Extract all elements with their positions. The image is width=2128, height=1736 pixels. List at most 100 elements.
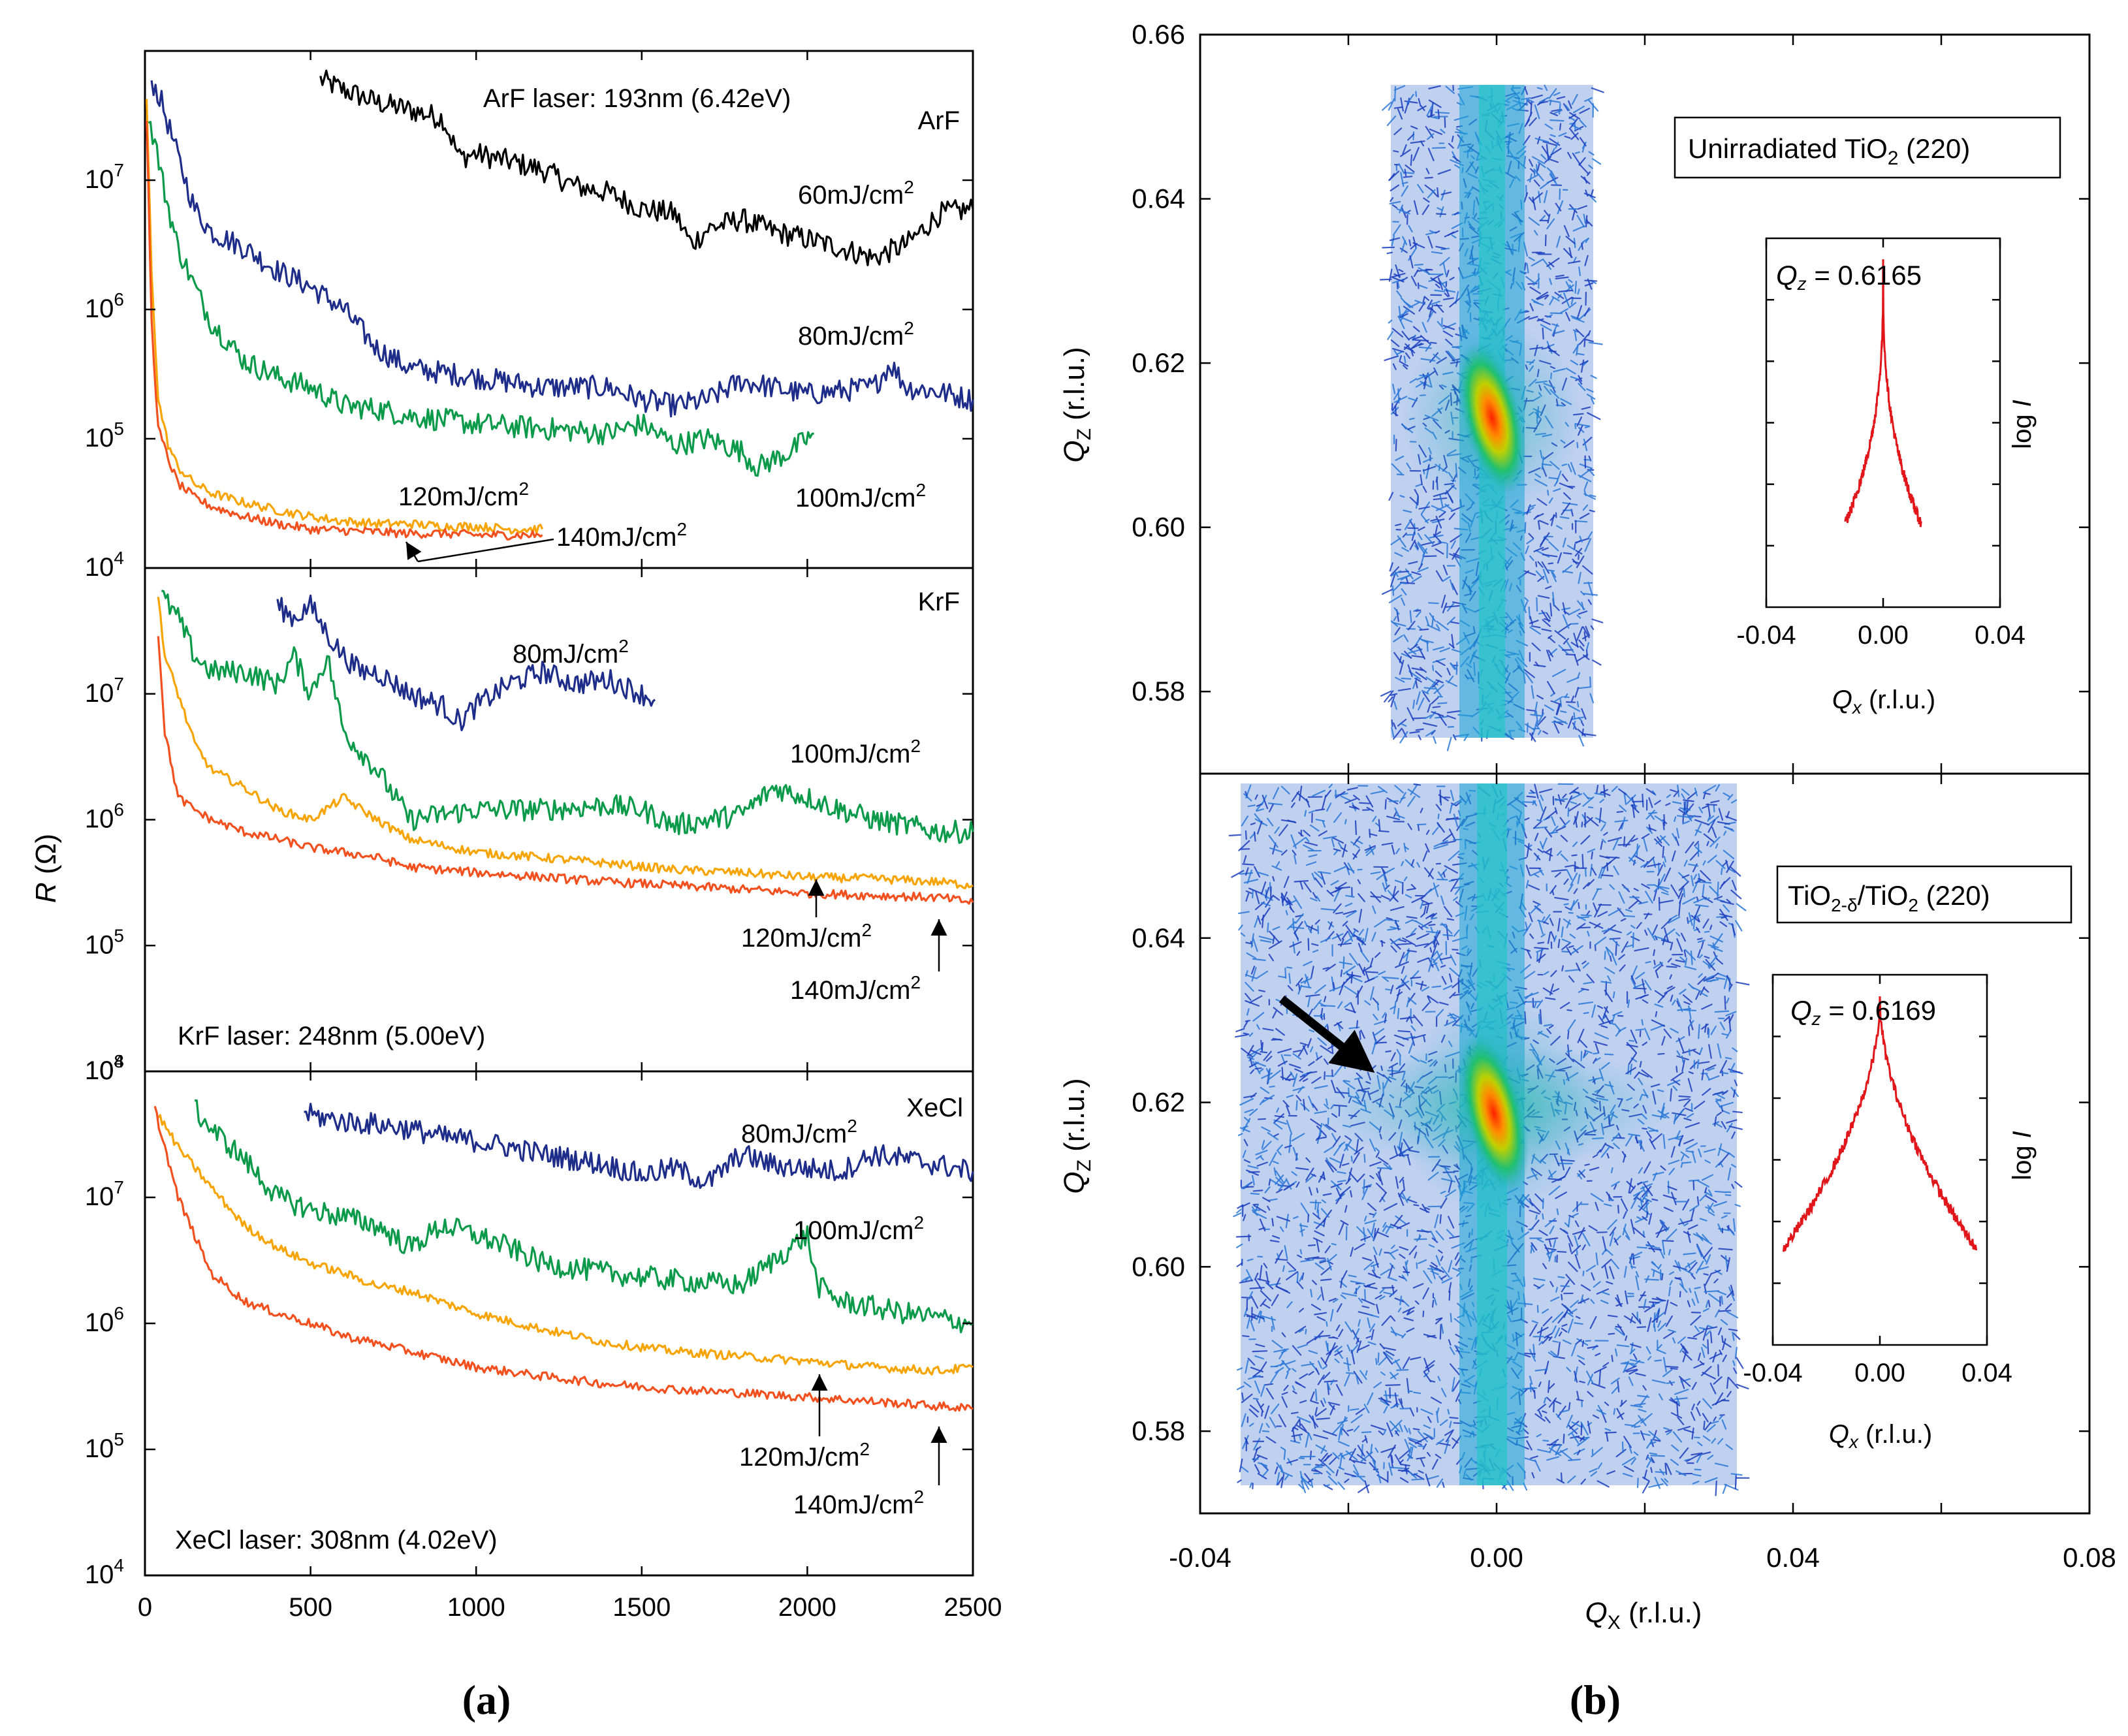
contour-speckle — [1442, 323, 1457, 330]
contour-speckle — [1252, 1397, 1259, 1400]
contour-speckle — [1394, 627, 1401, 636]
contour-speckle — [1529, 286, 1541, 294]
contour-speckle — [1652, 1269, 1655, 1277]
contour-speckle — [1565, 311, 1570, 322]
contour-speckle — [1572, 257, 1577, 263]
contour-speckle — [1609, 955, 1612, 962]
contour-speckle — [1563, 103, 1569, 112]
contour-speckle — [1556, 96, 1566, 100]
contour-speckle — [1564, 693, 1568, 699]
contour-speckle — [1437, 207, 1443, 211]
contour-speckle — [1727, 1225, 1730, 1231]
contour-speckle — [1553, 605, 1560, 611]
contour-speckle — [1393, 635, 1403, 642]
contour-speckle — [1568, 302, 1577, 309]
contour-speckle — [1420, 105, 1425, 112]
contour-speckle — [1532, 719, 1538, 735]
contour-speckle — [1392, 224, 1401, 236]
contour-speckle — [1448, 142, 1454, 149]
x-tick-label: 0 — [138, 1593, 152, 1622]
contour-speckle — [1573, 712, 1576, 720]
contour-speckle — [1574, 330, 1578, 341]
contour-speckle — [1604, 951, 1606, 960]
contour-speckle — [1418, 734, 1421, 740]
contour-speckle — [1417, 625, 1422, 630]
contour-speckle — [1412, 326, 1420, 332]
contour-speckle — [1527, 722, 1529, 733]
contour-speckle — [1578, 379, 1583, 385]
contour-speckle — [1429, 947, 1433, 953]
contour-speckle — [1436, 620, 1449, 631]
contour-speckle — [1587, 330, 1591, 336]
contour-speckle — [1452, 547, 1461, 560]
contour-speckle — [1524, 87, 1529, 95]
contour-speckle — [1581, 708, 1587, 720]
contour-speckle — [1549, 278, 1553, 285]
contour-speckle — [1453, 212, 1459, 215]
contour-speckle — [1400, 1398, 1403, 1404]
contour-speckle — [1415, 609, 1421, 612]
contour-speckle — [1623, 836, 1626, 847]
contour-speckle — [1592, 158, 1602, 165]
contour-speckle — [1396, 473, 1405, 476]
contour-speckle — [1409, 610, 1412, 623]
contour-speckle — [1432, 706, 1441, 708]
arf-label-100: 100mJ/cm2 — [795, 480, 926, 513]
contour-speckle — [1435, 524, 1438, 535]
contour-speckle — [1576, 654, 1589, 662]
contour-speckle — [1675, 1277, 1681, 1280]
contour-speckle — [1406, 462, 1412, 470]
contour-speckle — [1430, 300, 1440, 306]
contour-speckle — [1541, 610, 1550, 623]
contour-speckle — [1561, 502, 1571, 516]
contour-speckle — [1544, 704, 1555, 712]
contour-speckle — [1546, 218, 1555, 230]
contour-speckle — [1389, 237, 1401, 242]
contour-speckle — [1675, 1065, 1678, 1073]
contour-speckle — [1444, 292, 1449, 298]
contour-speckle — [1410, 125, 1418, 130]
contour-speckle — [1566, 676, 1580, 683]
contour-speckle — [1405, 165, 1415, 173]
contour-speckle — [1363, 1179, 1365, 1194]
contour-speckle — [1579, 333, 1589, 345]
contour-speckle — [1531, 94, 1543, 99]
contour-speckle — [1529, 616, 1533, 625]
arf-140-pointer-a — [417, 538, 554, 563]
contour-speckle — [1426, 681, 1437, 693]
contour-speckle — [1409, 496, 1419, 506]
contour-speckle — [1281, 1067, 1284, 1081]
contour-speckle — [1289, 1133, 1292, 1142]
contour-speckle — [1249, 1287, 1265, 1289]
contour-speckle — [1542, 1213, 1544, 1220]
contour-speckle — [1403, 634, 1409, 642]
y-tick-label: 105 — [85, 1429, 124, 1463]
contour-speckle — [1429, 128, 1442, 135]
contour-speckle — [1403, 509, 1412, 513]
contour-speckle — [1571, 93, 1578, 105]
contour-speckle — [1451, 648, 1462, 653]
contour-speckle — [1537, 561, 1544, 568]
contour-speckle — [1399, 355, 1403, 361]
contour-speckle — [1423, 296, 1429, 301]
contour-speckle — [1583, 493, 1596, 500]
contour-speckle — [1533, 546, 1544, 552]
contour-speckle — [1435, 283, 1440, 289]
contour-speckle — [1604, 1431, 1617, 1434]
contour-speckle — [1726, 1377, 1729, 1389]
contour-speckle — [1696, 938, 1703, 940]
contour-speckle — [1587, 806, 1594, 809]
contour-speckle — [1393, 701, 1397, 710]
contour-speckle — [1555, 202, 1562, 212]
contour-speckle — [1536, 291, 1549, 300]
contour-speckle — [1529, 303, 1534, 311]
y-tick-label: 106 — [85, 800, 124, 834]
krf-label-120: 120mJ/cm2 — [741, 920, 872, 953]
contour-speckle — [1394, 552, 1403, 557]
contour-speckle — [1556, 703, 1561, 716]
contour-speckle — [1542, 569, 1549, 584]
contour-speckle — [1568, 100, 1572, 109]
contour-speckle — [1417, 183, 1424, 193]
contour-speckle — [1564, 104, 1570, 111]
